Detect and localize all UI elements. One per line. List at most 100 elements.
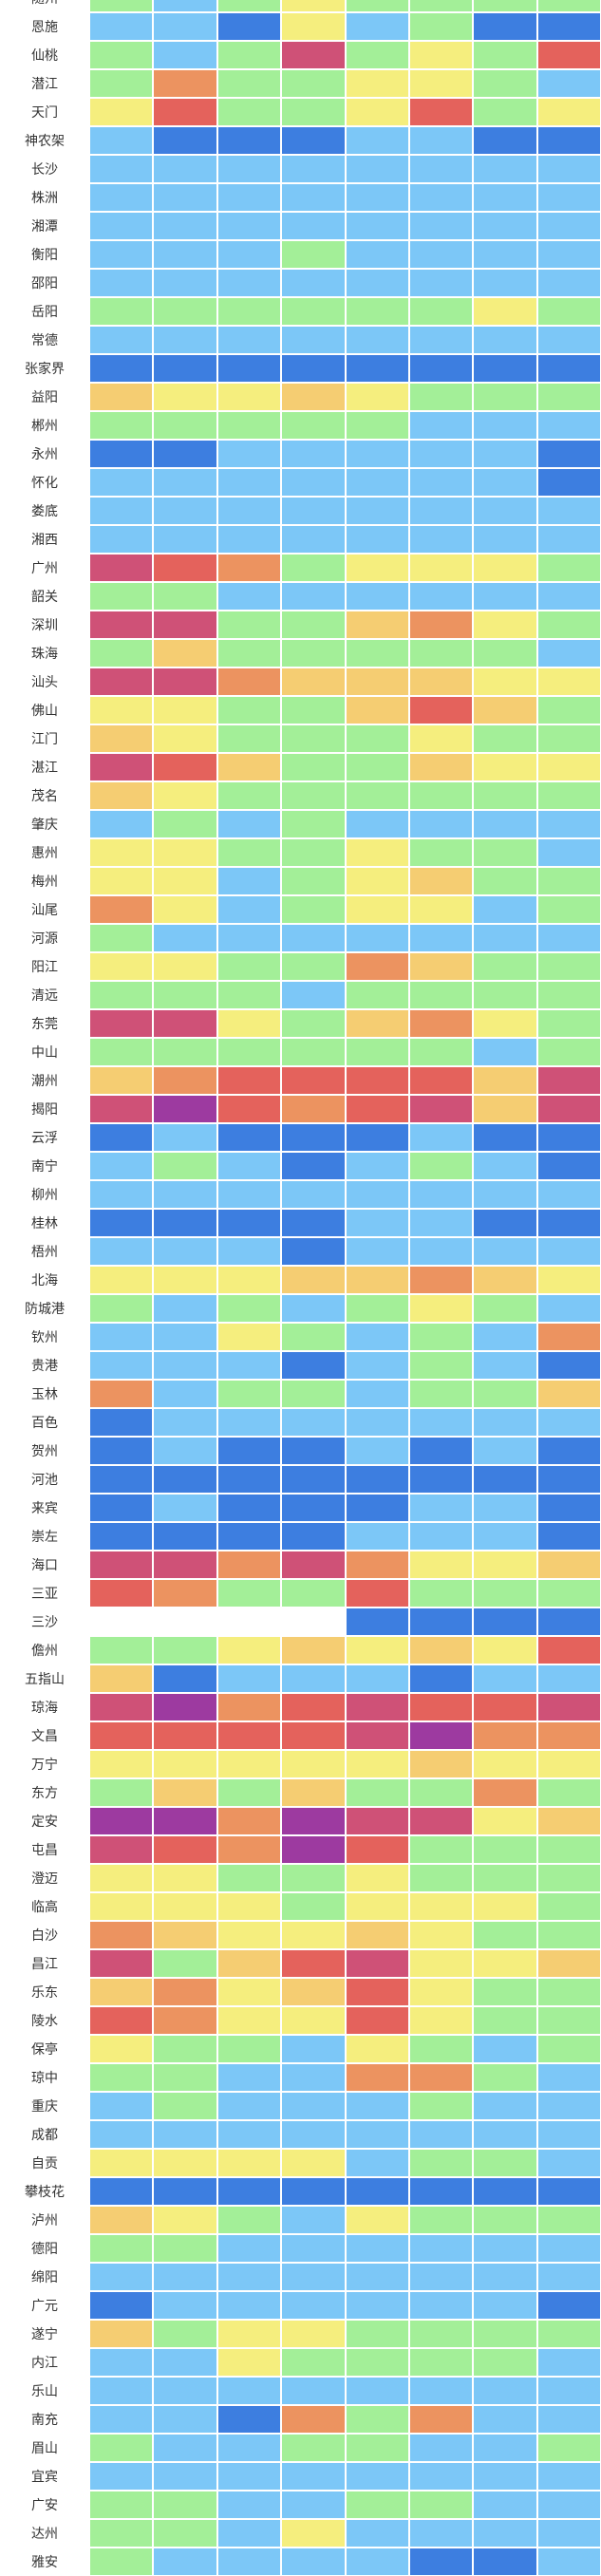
heat-cell bbox=[89, 1835, 154, 1864]
city-label: 天门 bbox=[31, 105, 58, 121]
heat-cell bbox=[281, 1721, 346, 1750]
heat-cell bbox=[473, 1152, 537, 1180]
heat-cell bbox=[216, 838, 282, 867]
heat-cell bbox=[216, 1437, 282, 1465]
city-label: 东方 bbox=[31, 1786, 58, 1801]
heat-cell bbox=[89, 895, 154, 924]
heat-cell bbox=[281, 1465, 346, 1494]
heat-cell bbox=[345, 1180, 409, 1209]
heat-cell bbox=[89, 440, 154, 468]
heat-cell bbox=[281, 1949, 346, 1978]
heat-cell bbox=[216, 1978, 282, 2006]
heat-cell bbox=[216, 12, 282, 41]
heat-cell bbox=[408, 2092, 474, 2120]
heat-cell bbox=[345, 2462, 409, 2491]
heat-cell bbox=[536, 183, 601, 212]
heat-cell bbox=[89, 1778, 154, 1807]
heat-cell bbox=[345, 1807, 409, 1835]
heat-cell bbox=[408, 668, 474, 696]
heat-cell bbox=[536, 1835, 601, 1864]
heat-cell bbox=[281, 1778, 346, 1807]
city-label: 北海 bbox=[31, 1273, 58, 1288]
heat-cell bbox=[345, 2092, 409, 2120]
heat-cell bbox=[281, 1636, 346, 1664]
heat-cell bbox=[281, 1522, 346, 1551]
heat-cell bbox=[473, 468, 537, 497]
heat-cell bbox=[153, 183, 217, 212]
heat-cell bbox=[153, 724, 217, 753]
heat-cell bbox=[536, 895, 601, 924]
heat-cell bbox=[536, 1123, 601, 1152]
heat-cell bbox=[153, 1978, 217, 2006]
heat-cell bbox=[89, 497, 154, 525]
heat-cell bbox=[408, 1294, 474, 1323]
heat-cell bbox=[153, 1009, 217, 1038]
heat-cell bbox=[345, 411, 409, 440]
heat-cell bbox=[473, 952, 537, 981]
heat-cell bbox=[153, 895, 217, 924]
heat-cell bbox=[89, 1551, 154, 1579]
heat-cell bbox=[536, 2377, 601, 2405]
heat-cell bbox=[153, 41, 217, 69]
heat-cell bbox=[216, 2035, 282, 2063]
heat-cell bbox=[536, 1921, 601, 1949]
heat-cell bbox=[89, 1009, 154, 1038]
heat-cell bbox=[473, 1494, 537, 1522]
heat-cell bbox=[281, 1551, 346, 1579]
heat-cell bbox=[281, 1978, 346, 2006]
heat-cell bbox=[89, 1152, 154, 1180]
heat-cell bbox=[408, 411, 474, 440]
heat-cell bbox=[281, 2063, 346, 2092]
heat-cell bbox=[536, 1864, 601, 1892]
heat-cell bbox=[345, 1864, 409, 1892]
heat-cell bbox=[408, 354, 474, 383]
heat-cell bbox=[216, 1807, 282, 1835]
heat-cell bbox=[473, 383, 537, 411]
heat-cell bbox=[89, 155, 154, 183]
heat-cell bbox=[216, 354, 282, 383]
city-label: 潮州 bbox=[31, 1074, 58, 1089]
city-label: 湘西 bbox=[31, 533, 58, 548]
heat-cell bbox=[89, 297, 154, 326]
heat-cell bbox=[89, 1180, 154, 1209]
heat-cell bbox=[216, 468, 282, 497]
heat-cell bbox=[216, 1892, 282, 1921]
heat-cell bbox=[281, 1807, 346, 1835]
heat-cell bbox=[408, 1807, 474, 1835]
heat-cell bbox=[473, 810, 537, 838]
heat-cell bbox=[345, 525, 409, 554]
heat-cell bbox=[473, 2377, 537, 2405]
city-label: 柳州 bbox=[31, 1188, 58, 1203]
heat-cell bbox=[281, 1095, 346, 1123]
heat-cell bbox=[473, 98, 537, 126]
heat-cell bbox=[281, 0, 346, 12]
city-label: 成都 bbox=[31, 2128, 58, 2143]
heat-cell bbox=[281, 354, 346, 383]
heat-cell bbox=[281, 1237, 346, 1266]
heat-cell bbox=[89, 1266, 154, 1294]
heat-cell bbox=[89, 554, 154, 582]
heat-cell bbox=[345, 1009, 409, 1038]
heat-cell bbox=[408, 1009, 474, 1038]
heat-cell bbox=[216, 1465, 282, 1494]
heat-cell bbox=[89, 1408, 154, 1437]
heat-cell bbox=[345, 611, 409, 639]
heat-cell bbox=[536, 1152, 601, 1180]
heat-cell bbox=[89, 1209, 154, 1237]
heat-cell bbox=[153, 611, 217, 639]
city-label: 江门 bbox=[31, 732, 58, 747]
heat-cell bbox=[345, 2434, 409, 2462]
heat-cell bbox=[408, 1636, 474, 1664]
heat-cell bbox=[281, 696, 346, 724]
heat-cell bbox=[536, 1180, 601, 1209]
heat-cell bbox=[473, 1180, 537, 1209]
heat-cell bbox=[345, 1294, 409, 1323]
heat-cell bbox=[536, 668, 601, 696]
city-label: 攀枝花 bbox=[25, 2185, 65, 2200]
heat-cell bbox=[281, 753, 346, 781]
heat-cell bbox=[216, 411, 282, 440]
heat-cell bbox=[153, 2006, 217, 2035]
heat-cell bbox=[345, 1380, 409, 1408]
heat-cell bbox=[345, 2263, 409, 2291]
heat-cell bbox=[89, 1579, 154, 1608]
